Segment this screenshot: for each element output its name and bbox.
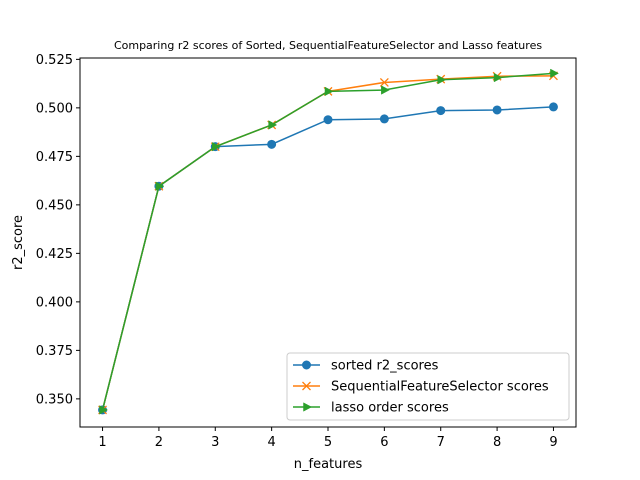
series-layer <box>98 68 559 415</box>
legend-label: lasso order scores <box>331 401 449 416</box>
data-point <box>381 85 390 95</box>
legend: sorted r2_scores SequentialFeatureSelecto… <box>286 352 570 421</box>
series-2 <box>99 68 559 415</box>
data-point <box>437 75 447 85</box>
x-tick-label: 8 <box>493 435 501 450</box>
x-tick-label: 1 <box>98 435 106 450</box>
data-point <box>324 86 334 97</box>
plot-frame <box>79 57 577 428</box>
x-tick-label: 3 <box>211 435 219 450</box>
x-tick-label: 7 <box>437 435 445 450</box>
y-axis-label: r2_score <box>11 215 26 270</box>
legend-box <box>286 352 570 421</box>
y-tick-label: 0.525 <box>36 53 73 68</box>
data-point <box>379 77 389 87</box>
y-tick-label: 0.400 <box>36 295 73 310</box>
chart-title: Comparing r2 scores of Sorted, Sequentia… <box>114 39 542 52</box>
data-point <box>323 115 333 125</box>
data-point <box>212 141 221 152</box>
data-point <box>379 114 389 124</box>
data-point <box>155 181 165 191</box>
legend-marker <box>302 360 311 370</box>
y-tick-label: 0.350 <box>36 392 73 407</box>
legend-item: lasso order scores <box>293 401 449 416</box>
legend-label: sorted r2_scores <box>331 359 439 374</box>
x-tick-label: 5 <box>324 435 332 450</box>
data-point <box>267 139 277 149</box>
y-tick-label: 0.375 <box>36 344 73 359</box>
data-point <box>493 72 503 83</box>
data-point <box>436 106 446 116</box>
data-point <box>550 68 559 78</box>
legend-item: sorted r2_scores <box>293 359 439 374</box>
legend-marker <box>302 381 311 391</box>
y-tick-label: 0.475 <box>36 150 73 165</box>
data-point <box>99 405 109 415</box>
x-tick-label: 6 <box>380 435 388 450</box>
data-point <box>492 105 502 115</box>
legend-marker <box>303 402 313 412</box>
y-axis: 0.350 0.375 0.400 0.425 0.450 0.475 0.500 0.525 <box>36 53 80 407</box>
x-tick-label: 4 <box>267 435 275 450</box>
x-axis-label: n_features <box>294 457 363 472</box>
x-tick-label: 2 <box>155 435 163 450</box>
y-tick-label: 0.500 <box>36 101 73 116</box>
data-point <box>268 120 278 130</box>
legend-item: SequentialFeatureSelector scores <box>293 380 549 395</box>
x-tick-label: 9 <box>549 435 557 450</box>
y-tick-label: 0.450 <box>36 198 73 213</box>
x-axis: 1 2 3 4 5 6 7 8 9 <box>98 427 558 450</box>
legend-label: SequentialFeatureSelector scores <box>331 380 549 395</box>
y-tick-label: 0.425 <box>36 247 73 262</box>
data-point <box>548 102 558 112</box>
